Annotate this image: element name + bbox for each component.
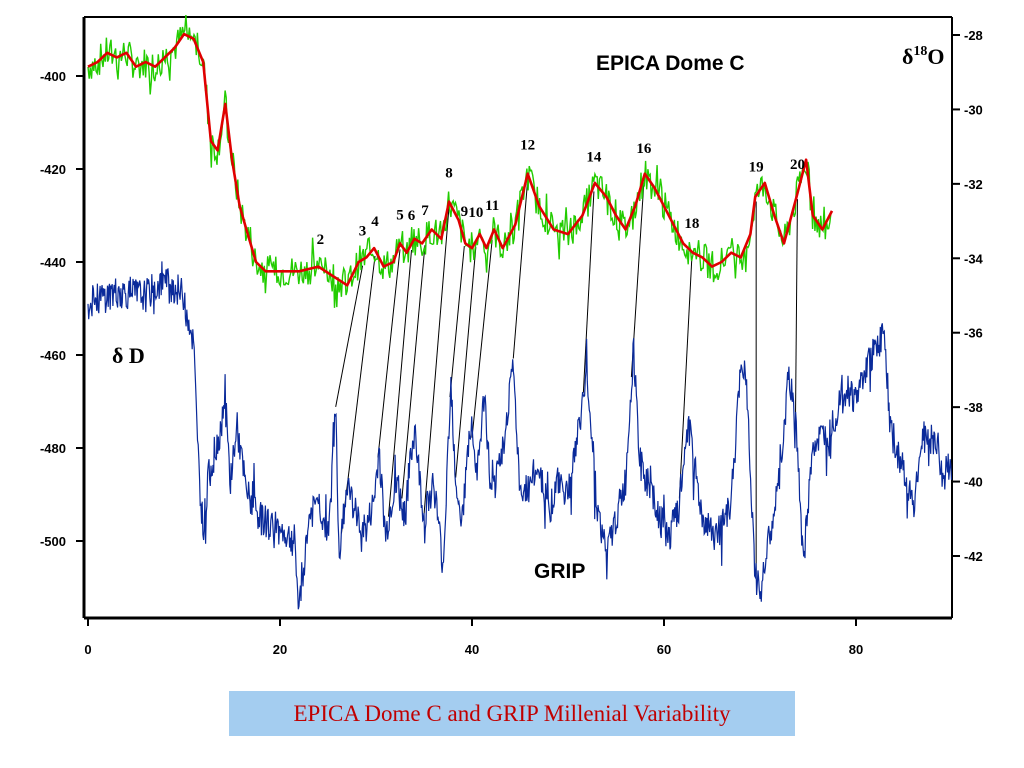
event-label: 19 — [749, 160, 764, 176]
event-connector — [449, 246, 465, 398]
y-right-tick-label: -40 — [964, 475, 983, 490]
edc-smoothed-line — [87, 32, 834, 287]
y-right-tick-label: -32 — [964, 177, 983, 192]
y-left-tick-label: -460 — [40, 348, 66, 363]
event-connector — [423, 207, 450, 515]
event-label: 5 — [396, 207, 404, 223]
event-label: 11 — [485, 198, 499, 214]
series-group — [87, 14, 953, 610]
event-connector — [455, 247, 477, 478]
event-connector — [335, 265, 364, 407]
event-label: 6 — [408, 208, 416, 224]
grip-line — [87, 261, 953, 610]
event-label: 2 — [317, 232, 325, 248]
y-left-tick-label: -500 — [40, 534, 66, 549]
y-right-tick-label: -42 — [964, 549, 983, 564]
event-connector — [512, 179, 529, 359]
event-label: 20 — [790, 157, 805, 173]
event-labels: 2 34 5 6 7 8 9 10 11 12 14 16 18 19 20 — [317, 138, 805, 248]
event-label: 18 — [684, 216, 699, 232]
delta-o18-suffix: O — [927, 44, 944, 69]
event-connector — [387, 249, 413, 517]
event-label: 12 — [520, 138, 535, 154]
delta-o18-axis-label: δ18O — [902, 44, 945, 69]
y-right-tick-label: -34 — [964, 251, 984, 266]
y-right-tick-label: -30 — [964, 102, 983, 117]
event-connector — [377, 249, 401, 458]
event-connector — [471, 240, 493, 438]
y-left-tick-label: -480 — [40, 441, 66, 456]
x-tick-label: 80 — [849, 642, 863, 657]
x-tick-label: 0 — [84, 642, 91, 657]
y-left-tick-label: -440 — [40, 255, 66, 270]
y-right-tick-label: -38 — [964, 400, 983, 415]
x-tick-label: 60 — [657, 642, 671, 657]
edc-series-label: EPICA Dome C — [596, 52, 745, 75]
delta-o18-prefix: δ — [902, 44, 913, 69]
y-right-tick-label: -36 — [964, 326, 983, 341]
y-left-tick-label: -400 — [40, 69, 66, 84]
event-label: 3 — [359, 224, 367, 240]
x-tick-label: 40 — [465, 642, 479, 657]
event-label: 16 — [636, 141, 652, 157]
event-label: 9 — [461, 204, 469, 220]
event-connector — [795, 199, 798, 416]
event-label: 10 — [468, 205, 483, 221]
y-left-tick-label: -420 — [40, 162, 66, 177]
event-label: 8 — [445, 166, 453, 182]
event-connector — [582, 191, 595, 393]
event-connector — [401, 245, 426, 499]
y-right-tick-label: -28 — [964, 28, 983, 43]
delta-d-axis-label: δ D — [112, 343, 145, 368]
caption-banner: EPICA Dome C and GRIP Millenial Variabil… — [229, 691, 795, 736]
grip-series-label: GRIP — [534, 560, 585, 583]
axes: 0 20 40 60 80 -400 -420 -440 -460 -480 -500 -28 -30 -… — [40, 16, 984, 657]
x-tick-label: 20 — [273, 642, 287, 657]
event-connectors — [335, 179, 798, 575]
event-connector — [678, 257, 693, 499]
event-connector — [340, 255, 376, 534]
event-label: 14 — [586, 149, 602, 165]
event-label: 4 — [371, 214, 379, 230]
delta-o18-sup: 18 — [913, 44, 927, 59]
event-label: 7 — [421, 203, 429, 219]
